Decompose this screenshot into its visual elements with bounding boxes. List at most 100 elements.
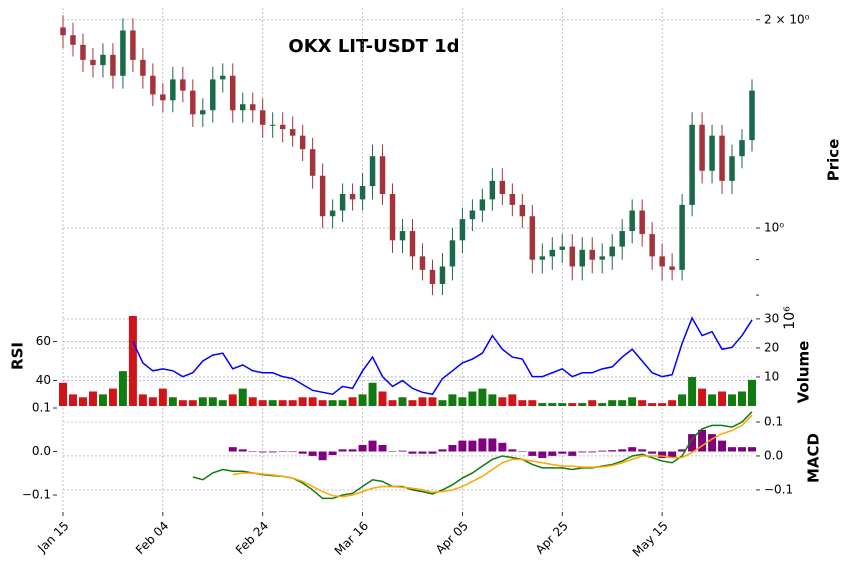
- macd-hist-bar: [558, 451, 567, 454]
- volume-offset-label: 10⁶: [782, 306, 798, 330]
- candle-body: [319, 175, 326, 217]
- macd-hist-bar: [308, 451, 317, 456]
- candle-body: [150, 75, 156, 95]
- candle-body: [479, 199, 486, 211]
- volume-bar: [378, 391, 387, 406]
- macd-hist-bar: [238, 449, 247, 452]
- candle-body: [609, 246, 615, 257]
- candle-body: [239, 104, 246, 111]
- volume-bar: [728, 394, 737, 406]
- candle-body: [309, 149, 316, 176]
- macd-hist-bar: [698, 429, 707, 452]
- macd-hist-bar: [538, 451, 547, 459]
- candle-body: [689, 124, 695, 205]
- candle-body: [709, 135, 715, 171]
- macd-hist-bar: [548, 451, 557, 456]
- macd-hist-bar: [648, 451, 657, 454]
- volume-bar: [118, 371, 127, 406]
- price-y-tick-label: 2 × 10⁰: [764, 12, 810, 26]
- candle-body: [170, 79, 176, 101]
- volume-bar: [348, 397, 357, 406]
- candle-body: [679, 204, 685, 270]
- macd-hist-bar: [258, 451, 267, 453]
- macd-hist-bar: [628, 447, 637, 452]
- x-tick-label: Feb 04: [133, 519, 171, 557]
- candle-body: [599, 256, 605, 260]
- macd-hist-bar: [568, 451, 577, 456]
- volume-bar: [578, 403, 587, 406]
- candle-body: [110, 54, 116, 76]
- volume-bar: [428, 397, 437, 406]
- volume-bar: [598, 403, 607, 406]
- macd-hist-bar: [608, 450, 617, 452]
- candle-body: [299, 135, 306, 150]
- candle-body: [70, 35, 76, 45]
- macd-y-tick-label: −0.1: [764, 482, 793, 496]
- candle-body: [489, 180, 496, 200]
- candle-body: [349, 193, 356, 200]
- volume-bar: [318, 400, 327, 406]
- volume-bar: [538, 403, 547, 406]
- volume-bar: [388, 400, 397, 406]
- volume-bar: [278, 400, 287, 406]
- volume-bar: [478, 388, 487, 406]
- volume-bar: [308, 397, 317, 406]
- volume-bar: [108, 388, 117, 406]
- candle-body: [379, 156, 386, 194]
- candle-body: [269, 124, 276, 126]
- volume-bar: [78, 397, 87, 406]
- candle-body: [569, 246, 576, 267]
- candle-body: [509, 193, 516, 205]
- volume-bar: [258, 400, 267, 406]
- candle-body: [749, 90, 755, 141]
- macd-y-tick-label: 0.1: [764, 415, 783, 429]
- candle-body: [140, 59, 146, 76]
- candle-body: [589, 249, 595, 260]
- volume-bar: [188, 400, 197, 406]
- candle-body: [499, 180, 506, 194]
- rsi-y-tick-label: 40: [36, 373, 51, 387]
- volume-bar: [88, 391, 97, 406]
- candle-body: [729, 156, 735, 181]
- volume-bar: [338, 400, 347, 406]
- volume-bar: [298, 397, 307, 406]
- macd-hist-bar: [348, 449, 357, 452]
- volume-bar: [168, 397, 177, 406]
- volume-y-tick-label: 20: [764, 340, 779, 354]
- candle-body: [249, 104, 256, 111]
- candle-body: [659, 256, 665, 267]
- macd-hist-bar: [368, 440, 377, 452]
- rsi-y-tick-label: 60: [36, 334, 51, 348]
- candle-body: [259, 110, 266, 125]
- volume-bar: [418, 397, 427, 406]
- candle-body: [559, 246, 566, 250]
- candle-body: [669, 266, 675, 270]
- macd-hist-bar: [598, 450, 607, 452]
- macd-hist-bar: [678, 449, 687, 452]
- x-tick-label: Apr 25: [533, 519, 571, 557]
- macd-hist-bar: [668, 451, 677, 459]
- macd-hist-bar: [418, 451, 427, 454]
- signal-line: [232, 414, 753, 498]
- hist-y-tick-label: 0.0: [32, 444, 51, 458]
- volume-bar: [558, 403, 567, 406]
- chart-title: OKX LIT-USDT 1d: [288, 36, 459, 57]
- candle-body: [230, 75, 236, 111]
- volume-bar: [358, 394, 367, 406]
- volume-bar: [128, 316, 137, 406]
- candle-body: [539, 256, 546, 260]
- macd-hist-bar: [738, 447, 747, 452]
- volume-bar: [668, 400, 677, 406]
- volume-bar: [398, 397, 407, 406]
- volume-bar: [528, 400, 537, 406]
- macd-hist-bar: [278, 451, 287, 453]
- volume-bar: [648, 403, 657, 406]
- volume-bar: [488, 394, 497, 406]
- volume-bar: [658, 403, 667, 406]
- volume-bar: [688, 376, 697, 406]
- x-tick-label: Mar 16: [332, 519, 371, 558]
- volume-bar: [238, 388, 247, 406]
- candle-body: [619, 231, 625, 247]
- volume-bar: [588, 400, 597, 406]
